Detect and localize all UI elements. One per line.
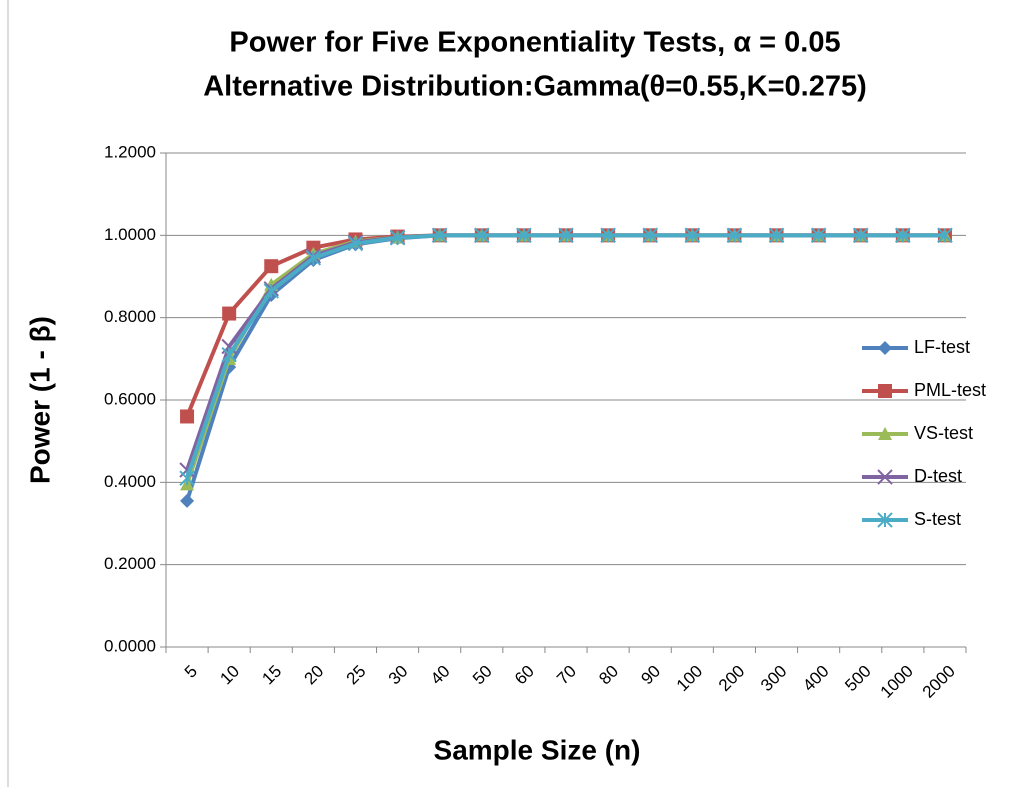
x-axis-label: Sample Size (n) xyxy=(434,734,641,765)
marker xyxy=(222,306,237,321)
legend-label: PML-test xyxy=(914,380,986,400)
chart-title: Power for Five Exponentiality Tests, α =… xyxy=(229,27,840,59)
marker xyxy=(810,227,827,244)
marker xyxy=(877,512,893,528)
marker xyxy=(895,227,911,244)
x-tick-label: 100 xyxy=(673,662,706,695)
series xyxy=(179,227,953,486)
chart-subtitle: Alternative Distribution:Gamma(θ=0.55,K=… xyxy=(203,71,867,103)
marker xyxy=(878,341,892,355)
marker xyxy=(878,427,892,440)
legend-label: S-test xyxy=(914,509,961,529)
marker xyxy=(263,283,279,299)
y-tick-label: 0.8000 xyxy=(104,307,156,326)
marker xyxy=(264,259,279,274)
legend-entry: VS-test xyxy=(862,423,973,443)
y-tick-label: 0.6000 xyxy=(104,389,156,408)
y-axis-label: Power (1 - β) xyxy=(24,316,55,484)
marker xyxy=(684,227,701,244)
x-tick-label: 25 xyxy=(343,662,370,689)
marker xyxy=(305,250,322,266)
legend-label: LF-test xyxy=(914,337,970,357)
x-tick-label: 200 xyxy=(715,662,748,695)
x-tick-label: 5 xyxy=(181,662,201,682)
x-tick-label: 1000 xyxy=(877,662,917,702)
y-tick-label: 1.2000 xyxy=(104,142,156,161)
marker xyxy=(180,409,195,424)
marker xyxy=(768,227,785,244)
legend-label: D-test xyxy=(914,466,962,486)
y-tick-label: 0.4000 xyxy=(104,472,156,491)
x-tick-label: 70 xyxy=(553,662,580,689)
legend-entry: S-test xyxy=(862,509,961,529)
series xyxy=(180,228,952,424)
marker xyxy=(558,227,574,244)
x-tick-label: 50 xyxy=(469,662,496,689)
marker xyxy=(474,227,490,244)
marker xyxy=(878,384,892,398)
y-tick-label: 0.0000 xyxy=(104,636,156,655)
legend-entry: LF-test xyxy=(862,337,970,357)
x-tick-label: 2000 xyxy=(919,662,959,702)
marker xyxy=(877,469,893,485)
x-tick-label: 30 xyxy=(385,662,412,689)
marker xyxy=(853,227,869,244)
legend-label: VS-test xyxy=(914,423,973,443)
marker xyxy=(179,470,195,486)
x-tick-label: 10 xyxy=(216,662,243,689)
x-tick-label: 90 xyxy=(637,662,664,689)
x-tick-label: 20 xyxy=(301,662,328,689)
legend-entry: D-test xyxy=(862,466,962,486)
y-tick-label: 1.0000 xyxy=(104,225,156,244)
x-tick-label: 400 xyxy=(799,662,832,695)
marker xyxy=(347,235,364,252)
x-tick-label: 80 xyxy=(595,662,622,689)
marker xyxy=(221,347,237,363)
marker xyxy=(726,227,743,244)
legend-entry: PML-test xyxy=(862,380,986,400)
x-tick-label: 15 xyxy=(258,662,285,689)
x-tick-label: 500 xyxy=(841,662,874,695)
marker xyxy=(642,227,658,244)
marker xyxy=(600,227,616,244)
marker xyxy=(516,227,532,244)
marker xyxy=(389,230,406,246)
marker xyxy=(937,227,953,244)
y-tick-label: 0.2000 xyxy=(104,554,156,573)
series-line xyxy=(185,233,945,502)
x-tick-label: 40 xyxy=(427,662,454,689)
marker xyxy=(180,493,195,508)
marker xyxy=(431,227,448,244)
x-tick-label: 300 xyxy=(757,662,790,695)
x-tick-label: 60 xyxy=(511,662,538,689)
